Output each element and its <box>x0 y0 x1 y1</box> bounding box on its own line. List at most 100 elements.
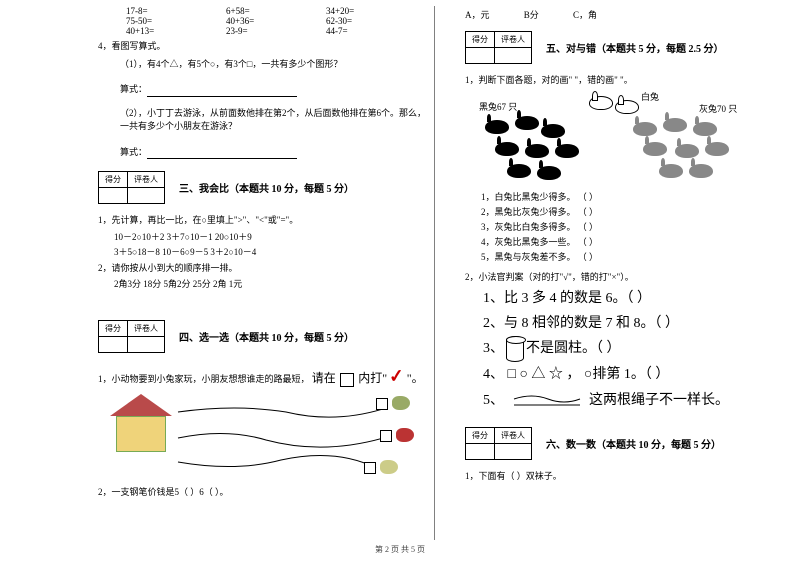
tick-icon: ✓ <box>388 362 405 390</box>
s3-q2: 2，请你按从小到大的顺序排一排。 <box>98 262 426 276</box>
section3-title: 三、我会比（本题共 10 分，每题 5 分） <box>179 184 354 195</box>
grader-label: 评卷人 <box>495 32 532 48</box>
scorebox: 得分评卷人 五、对与错（本题共 5 分，每题 2.5 分） <box>465 31 730 64</box>
grader-blank[interactable] <box>128 188 165 204</box>
s5-item: 1，白兔比黑兔少得多。 （ ） <box>481 190 764 203</box>
rabbit-icon <box>555 144 579 158</box>
arith-cell: 40+36= <box>226 16 326 26</box>
formula-label: 算式： <box>120 84 147 94</box>
choice-c[interactable]: C，角 <box>573 10 597 20</box>
answer-box[interactable] <box>376 398 388 410</box>
gray-label: 灰兔70 只 <box>699 102 737 115</box>
arith-row: 40+13= 23-9= 44-7= <box>126 26 426 36</box>
arith-cell: 44-7= <box>326 26 426 36</box>
grader-label: 评卷人 <box>128 172 165 188</box>
arith-row: 17-8= 6+58= 34+20= <box>126 6 426 16</box>
score-blank[interactable] <box>99 188 128 204</box>
answer-box[interactable] <box>380 430 392 442</box>
rabbit-icon <box>525 144 549 158</box>
score-blank[interactable] <box>466 443 495 459</box>
s6-q1: 1，下面有（ ）双袜子。 <box>465 470 764 484</box>
duck-icon <box>380 460 398 474</box>
formula-blank[interactable] <box>147 149 297 159</box>
rabbit-icon <box>693 122 717 136</box>
score-label: 得分 <box>466 427 495 443</box>
formula-blank[interactable] <box>147 87 297 97</box>
s4-q1-b: 请在 <box>312 371 336 385</box>
arith-cell: 62-30= <box>326 16 426 26</box>
score-label: 得分 <box>99 172 128 188</box>
s4-q1-c: 内打" <box>358 371 387 385</box>
judge-2: 2、与 8 相邻的数是 7 和 8。（ ） <box>483 311 764 336</box>
score-blank[interactable] <box>99 337 128 353</box>
judge-4: 4、 □ ○ △ ☆ ， ○排第 1。（ ） <box>483 362 764 387</box>
rabbit-icon <box>659 164 683 178</box>
arith-cell: 34+20= <box>326 6 426 16</box>
s5-q2: 2，小法官判案（对的打"√"，错的打"×"）。 <box>465 271 764 285</box>
grader-blank[interactable] <box>495 443 532 459</box>
q4-1: （1），有4个△，有5个○，有3个□，一共有多少个图形？ <box>120 58 426 72</box>
score-label: 得分 <box>99 321 128 337</box>
s3-q1-line: 3＋5○18－8 10－6○9－5 3＋2○10－4 <box>114 245 426 258</box>
scorebox: 得分评卷人 三、我会比（本题共 10 分，每题 5 分） <box>98 171 360 204</box>
rabbit-icon <box>615 100 639 114</box>
grader-label: 评卷人 <box>128 321 165 337</box>
answer-box[interactable] <box>364 462 376 474</box>
cylinder-icon <box>506 336 524 362</box>
section4-title: 四、选一选（本题共 10 分，每题 5 分） <box>179 333 354 344</box>
judge-3b: 不是圆柱。（ ） <box>526 342 621 357</box>
snail-icon <box>392 396 410 410</box>
judge-1: 1、比 3 多 4 的数是 6。（ ） <box>483 286 764 311</box>
q4: 4，看图写算式。 <box>98 40 426 54</box>
q4-2: （2），小丁丁去游泳，从前面数他排在第2个，从后面数他排在第6个。那么，一共有多… <box>120 107 426 134</box>
rooster-icon <box>396 428 414 442</box>
empty-box-icon <box>340 373 354 387</box>
judge-5a: 5、 <box>483 393 504 408</box>
rabbit-icon <box>705 142 729 156</box>
q4-num: 4， <box>98 41 112 51</box>
s5-item: 5，黑兔与灰兔差不多。 （ ） <box>481 250 764 263</box>
rabbit-icon <box>541 124 565 138</box>
s3-q2-items: 2角3分 18分 5角2分 25分 2角 1元 <box>114 277 426 290</box>
rabbit-icon <box>663 118 687 132</box>
formula-label: 算式： <box>120 147 147 157</box>
section6-title: 六、数一数（本题共 10 分，每题 5 分） <box>546 440 721 451</box>
rabbit-icon <box>507 164 531 178</box>
s5-item: 2，黑兔比灰兔少得多。 （ ） <box>481 205 764 218</box>
q4-title: 看图写算式。 <box>112 41 166 51</box>
rabbit-icon <box>537 166 561 180</box>
judge-3a: 3、 <box>483 342 504 357</box>
s4-q1-d: "。 <box>407 371 424 385</box>
page-footer: 第 2 页 共 5 页 <box>0 544 800 555</box>
arith-row: 75-50= 40+36= 62-30= <box>126 16 426 26</box>
score-blank[interactable] <box>466 48 495 64</box>
rabbit-icon <box>643 142 667 156</box>
judge-5b: 这两根绳子不一样长。 <box>589 393 729 408</box>
right-column: A，元 B分 C，角 得分评卷人 五、对与错（本题共 5 分，每题 2.5 分）… <box>435 6 772 540</box>
rabbit-illustration: 白兔 黑兔67 只 灰兔70 只 <box>471 90 744 186</box>
arith-cell: 40+13= <box>126 26 226 36</box>
s4-q1-a: 1，小动物要到小兔家玩，小朋友想想谁走的路最短， <box>98 374 310 384</box>
scorebox: 得分评卷人 六、数一数（本题共 10 分，每题 5 分） <box>465 427 727 460</box>
s4-q1: 1，小动物要到小兔家玩，小朋友想想谁走的路最短， 请在 内打" ✓ "。 <box>98 363 426 390</box>
rabbit-icon <box>495 142 519 156</box>
rabbit-icon <box>633 122 657 136</box>
section5-title: 五、对与错（本题共 5 分，每题 2.5 分） <box>546 44 724 55</box>
arith-cell: 17-8= <box>126 6 226 16</box>
arith-cell: 23-9= <box>226 26 326 36</box>
grader-blank[interactable] <box>128 337 165 353</box>
rabbit-icon <box>675 144 699 158</box>
score-label: 得分 <box>466 32 495 48</box>
choice-a[interactable]: A，元 <box>465 10 490 20</box>
s3-q1: 1，先计算，再比一比，在○里填上">"、"<"或"="。 <box>98 214 426 228</box>
rabbit-icon <box>515 116 539 130</box>
path-illustration <box>104 394 426 482</box>
s4-q2: 2，一支钢笔价钱是5（ ）6（ ）。 <box>98 486 426 500</box>
grader-blank[interactable] <box>495 48 532 64</box>
rabbit-icon <box>689 164 713 178</box>
choice-b[interactable]: B分 <box>524 10 539 20</box>
s5-q1: 1，判断下面各题，对的画" "，错的画" "。 <box>465 74 764 88</box>
choices-row: A，元 B分 C，角 <box>465 8 764 21</box>
rabbit-icon <box>485 120 509 134</box>
rope-icon <box>512 391 582 409</box>
